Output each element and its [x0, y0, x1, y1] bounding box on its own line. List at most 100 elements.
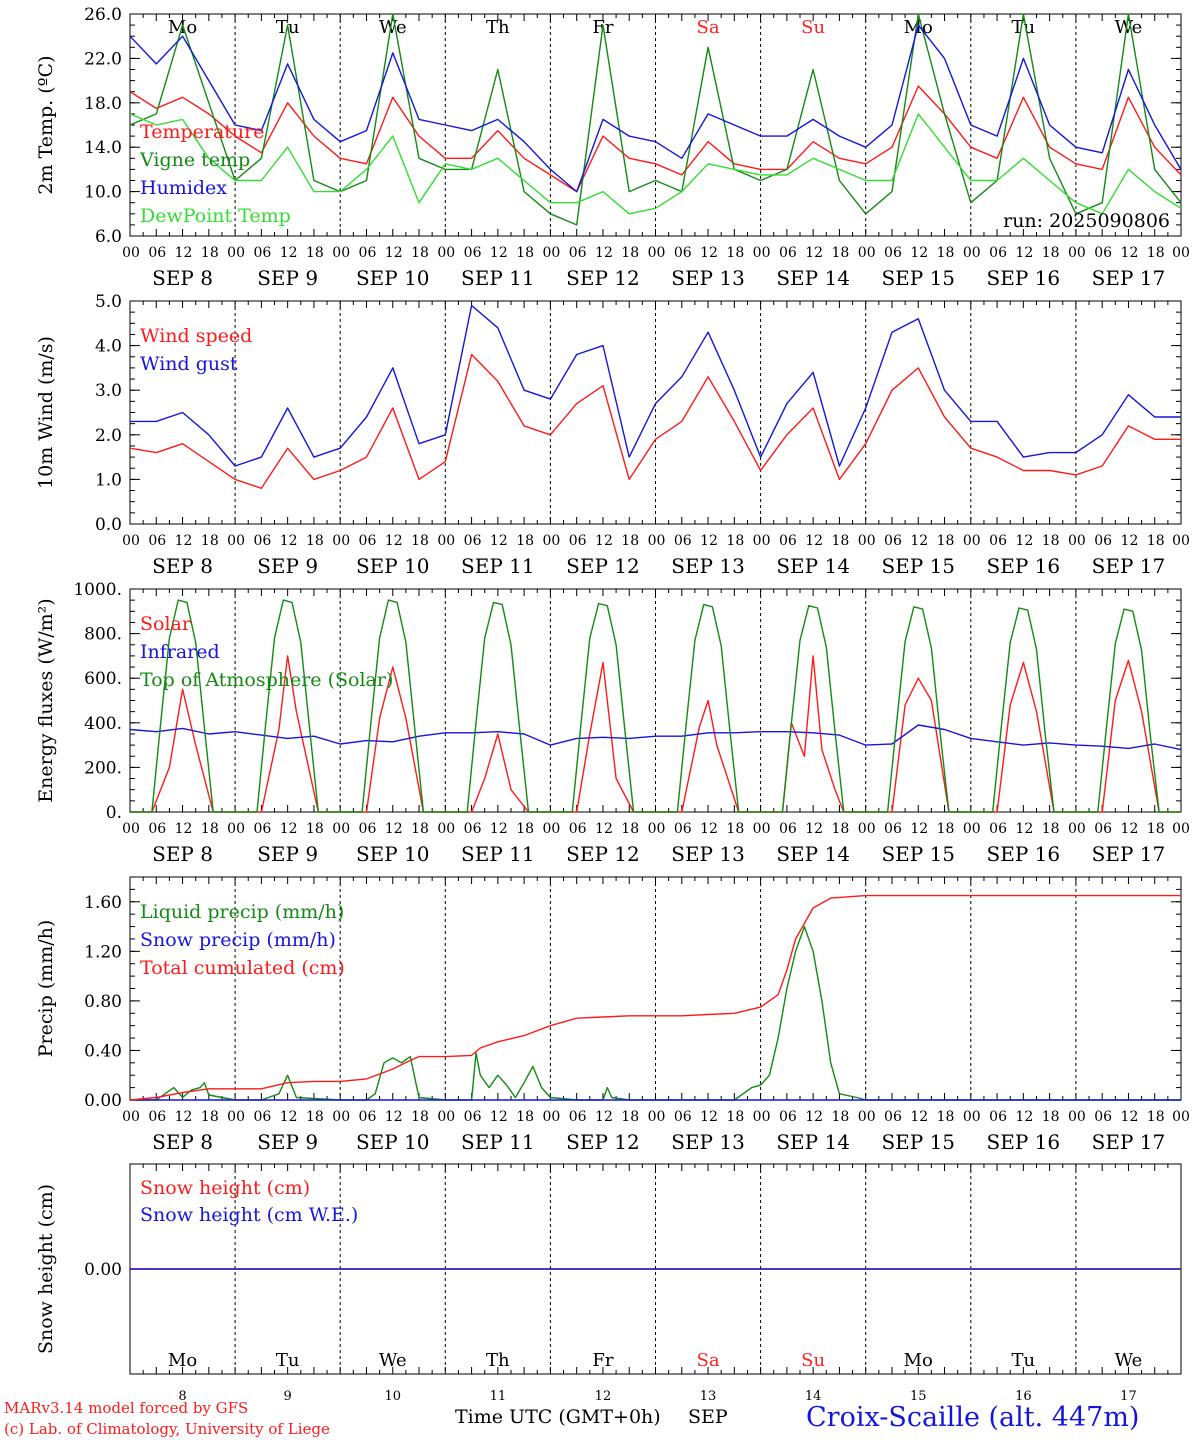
- hour-label: 00: [858, 245, 876, 261]
- day-number-label: 11: [490, 1389, 507, 1404]
- hour-label: 12: [910, 1109, 928, 1125]
- hour-label: 12: [805, 1109, 823, 1125]
- hour-label: 06: [464, 1109, 482, 1125]
- date-label: SEP 15: [881, 1130, 955, 1154]
- hour-label: 18: [1147, 245, 1165, 261]
- date-label: SEP 14: [776, 1130, 850, 1154]
- hour-label: 06: [674, 1109, 692, 1125]
- model-credit: MARv3.14 model forced by GFS: [4, 1399, 248, 1417]
- hour-label: 18: [726, 245, 744, 261]
- date-label: SEP 17: [1092, 842, 1166, 866]
- hour-label: 00: [1172, 821, 1190, 837]
- hour-label: 18: [1042, 821, 1060, 837]
- hour-label: 18: [1042, 1109, 1060, 1125]
- date-label: SEP 15: [881, 266, 955, 290]
- date-label: SEP 14: [776, 842, 850, 866]
- hour-label: 00: [227, 533, 245, 549]
- hour-label: 00: [332, 1109, 350, 1125]
- y-axis-label: Precip (mm/h): [35, 920, 57, 1058]
- hour-label: 12: [1121, 1109, 1139, 1125]
- date-label: SEP 16: [987, 842, 1061, 866]
- hour-label: 00: [122, 821, 140, 837]
- hour-label: 06: [148, 533, 166, 549]
- hour-label: 00: [122, 533, 140, 549]
- hour-label: 06: [884, 821, 902, 837]
- lab-credit: (c) Lab. of Climatology, University of L…: [4, 1420, 330, 1438]
- hour-label: 18: [306, 533, 324, 549]
- date-label: SEP 8: [152, 266, 213, 290]
- hour-label: 18: [621, 533, 639, 549]
- panel-precip: 0.00 0.40 0.80 1.20 1.60 Precip (mm/h) 00 06 12 1…: [35, 876, 1190, 1154]
- y-tick-label: 1.60: [84, 893, 122, 913]
- series-line-wind-gust: [130, 304, 1181, 467]
- y-tick-label: 18.0: [84, 94, 122, 114]
- hour-label: 18: [937, 533, 955, 549]
- day-abbr-label: Tu: [1012, 17, 1036, 38]
- hour-label: 00: [1068, 245, 1086, 261]
- hour-label: 06: [148, 821, 166, 837]
- hour-label: 06: [989, 821, 1007, 837]
- hour-label: 18: [411, 821, 429, 837]
- y-axis-label: Snow height (cm): [35, 1184, 57, 1354]
- hour-label: 06: [569, 245, 587, 261]
- hour-label: 18: [1147, 1109, 1165, 1125]
- hour-label: 18: [201, 821, 219, 837]
- hour-label: 00: [963, 533, 981, 549]
- hour-label: 18: [621, 821, 639, 837]
- hour-label: 18: [516, 1109, 534, 1125]
- hour-label: 00: [542, 1109, 560, 1125]
- hour-label: 00: [332, 821, 350, 837]
- date-label: SEP 12: [566, 1130, 640, 1154]
- day-abbr-label: Mo: [168, 1350, 197, 1371]
- day-abbr-label: Fr: [592, 1350, 613, 1371]
- y-tick-label: 0.40: [84, 1041, 122, 1061]
- run-label: run: 2025090806: [1003, 210, 1170, 232]
- hour-label: 12: [385, 245, 403, 261]
- hour-label: 00: [122, 245, 140, 261]
- hour-label: 12: [595, 245, 613, 261]
- hour-label: 06: [989, 245, 1007, 261]
- y-axis-label: Energy fluxes (W/m²): [35, 598, 57, 802]
- date-label: SEP 13: [671, 266, 745, 290]
- hour-label: 12: [490, 821, 508, 837]
- hour-label: 00: [122, 1109, 140, 1125]
- x-axis-month: SEP: [688, 1406, 728, 1428]
- hour-label: 12: [910, 533, 928, 549]
- hour-label: 00: [227, 245, 245, 261]
- hour-label: 06: [569, 821, 587, 837]
- y-tick-label: 0.: [106, 803, 122, 823]
- hour-label: 00: [648, 1109, 666, 1125]
- date-label: SEP 16: [987, 266, 1061, 290]
- hour-label: 00: [858, 821, 876, 837]
- hour-label: 12: [490, 1109, 508, 1125]
- hour-label: 12: [700, 533, 718, 549]
- day-number-label: 8: [178, 1389, 186, 1404]
- hour-label: 18: [832, 533, 850, 549]
- hour-label: 18: [726, 821, 744, 837]
- hour-label: 00: [437, 245, 455, 261]
- hour-label: 00: [753, 245, 771, 261]
- y-tick-label: 14.0: [84, 138, 122, 158]
- y-tick-label: 0.00: [84, 1260, 122, 1280]
- legend-entry: Humidex: [140, 177, 227, 199]
- hour-label: 06: [1094, 1109, 1112, 1125]
- hour-label: 06: [779, 821, 797, 837]
- day-number-label: 10: [384, 1389, 401, 1404]
- hour-label: 00: [858, 533, 876, 549]
- hour-label: 06: [253, 245, 271, 261]
- day-abbr-label: Tu: [1012, 1350, 1036, 1371]
- hour-label: 12: [805, 533, 823, 549]
- date-label: SEP 17: [1092, 1130, 1166, 1154]
- hour-label: 12: [595, 1109, 613, 1125]
- y-tick-label: 800.: [84, 625, 122, 645]
- plot-frame: [129, 588, 1182, 813]
- hour-label: 00: [437, 533, 455, 549]
- date-label: SEP 13: [671, 1130, 745, 1154]
- hour-label: 06: [464, 821, 482, 837]
- date-label: SEP 12: [566, 266, 640, 290]
- series-line-wind-speed: [129, 353, 1181, 489]
- hour-label: 12: [175, 1109, 193, 1125]
- y-tick-label: 400.: [84, 714, 122, 734]
- day-abbr-label: Sa: [697, 1350, 720, 1371]
- legend-entry: Snow precip (mm/h): [140, 929, 336, 951]
